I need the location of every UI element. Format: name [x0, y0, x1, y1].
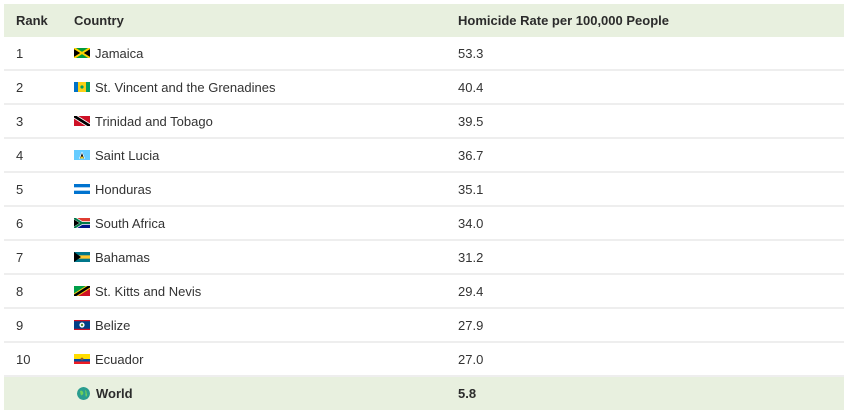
rate-cell: 36.7	[458, 147, 484, 163]
honduras-flag-icon	[74, 184, 90, 194]
country-name: Honduras	[95, 181, 152, 197]
rate-cell: 27.0	[458, 351, 484, 367]
rate-cell: 29.4	[458, 283, 484, 299]
table-footer-row: World 5.8	[4, 377, 844, 410]
country-name: Saint Lucia	[95, 147, 160, 163]
ecuador-flag-icon	[74, 354, 90, 364]
country-cell: Trinidad and Tobago	[74, 114, 458, 129]
rate-cell: 53.3	[458, 45, 484, 61]
rank-cell: 4	[16, 147, 24, 163]
rank-cell: 6	[16, 215, 24, 231]
country-name: World	[96, 386, 133, 401]
table-row: 5 Honduras 35.1	[4, 173, 844, 207]
south-africa-flag-icon	[74, 218, 90, 228]
table-row: 9 Belize 27.9	[4, 309, 844, 343]
table-header-row: Rank Country Homicide Rate per 100,000 P…	[4, 4, 844, 37]
belize-flag-icon	[74, 320, 90, 330]
homicide-rate-table: Rank Country Homicide Rate per 100,000 P…	[4, 4, 844, 410]
bahamas-flag-icon	[74, 252, 90, 262]
rank-cell: 9	[16, 317, 24, 333]
table-row: 8 St. Kitts and Nevis 29.4	[4, 275, 844, 309]
rank-cell: 2	[16, 79, 24, 95]
rank-cell: 7	[16, 249, 24, 265]
rate-cell: 5.8	[458, 386, 477, 401]
table-row: 3 Trinidad and Tobago 39.5	[4, 105, 844, 139]
country-name: Jamaica	[95, 45, 144, 61]
table-row: 4 Saint Lucia 36.7	[4, 139, 844, 173]
rank-cell: 3	[16, 113, 24, 129]
table-row: 7 Bahamas 31.2	[4, 241, 844, 275]
country-name: South Africa	[95, 215, 166, 231]
rate-cell: 35.1	[458, 181, 484, 197]
rank-header: Rank	[16, 13, 48, 28]
table-row: 1 Jamaica 53.3	[4, 37, 844, 71]
country-cell: Honduras	[74, 182, 458, 197]
country-name: Bahamas	[95, 249, 150, 265]
jamaica-flag-icon	[74, 48, 90, 58]
country-cell: World	[74, 386, 458, 401]
rate-cell: 40.4	[458, 79, 484, 95]
table-row: 6 South Africa 34.0	[4, 207, 844, 241]
st-vincent-flag-icon	[74, 82, 90, 92]
rate-cell: 39.5	[458, 113, 484, 129]
country-cell: Jamaica	[74, 46, 458, 61]
rate-cell: 31.2	[458, 249, 484, 265]
table-row: 10 Ecuador 27.0	[4, 343, 844, 377]
rate-cell: 27.9	[458, 317, 484, 333]
country-cell: Belize	[74, 318, 458, 333]
rank-cell: 10	[16, 351, 31, 367]
country-name: Trinidad and Tobago	[95, 113, 213, 129]
country-name: St. Kitts and Nevis	[95, 283, 202, 299]
st-kitts-and-nevis-flag-icon	[74, 286, 90, 296]
trinidad-and-tobago-flag-icon	[74, 116, 90, 126]
rate-cell: 34.0	[458, 215, 484, 231]
country-cell: Ecuador	[74, 352, 458, 367]
table-row: 2 St. Vincent and the Grenadines 40.4	[4, 71, 844, 105]
globe-icon	[77, 387, 90, 400]
rank-cell: 8	[16, 283, 24, 299]
rank-cell: 1	[16, 45, 24, 61]
country-cell: St. Vincent and the Grenadines	[74, 80, 458, 95]
country-cell: Bahamas	[74, 250, 458, 265]
rate-header: Homicide Rate per 100,000 People	[458, 13, 669, 28]
country-name: Belize	[95, 317, 131, 333]
country-name: Ecuador	[95, 351, 144, 367]
country-header: Country	[74, 13, 124, 28]
country-cell: Saint Lucia	[74, 148, 458, 163]
country-name: St. Vincent and the Grenadines	[95, 79, 276, 95]
country-cell: St. Kitts and Nevis	[74, 284, 458, 299]
rank-cell: 5	[16, 181, 24, 197]
country-cell: South Africa	[74, 216, 458, 231]
saint-lucia-flag-icon	[74, 150, 90, 160]
